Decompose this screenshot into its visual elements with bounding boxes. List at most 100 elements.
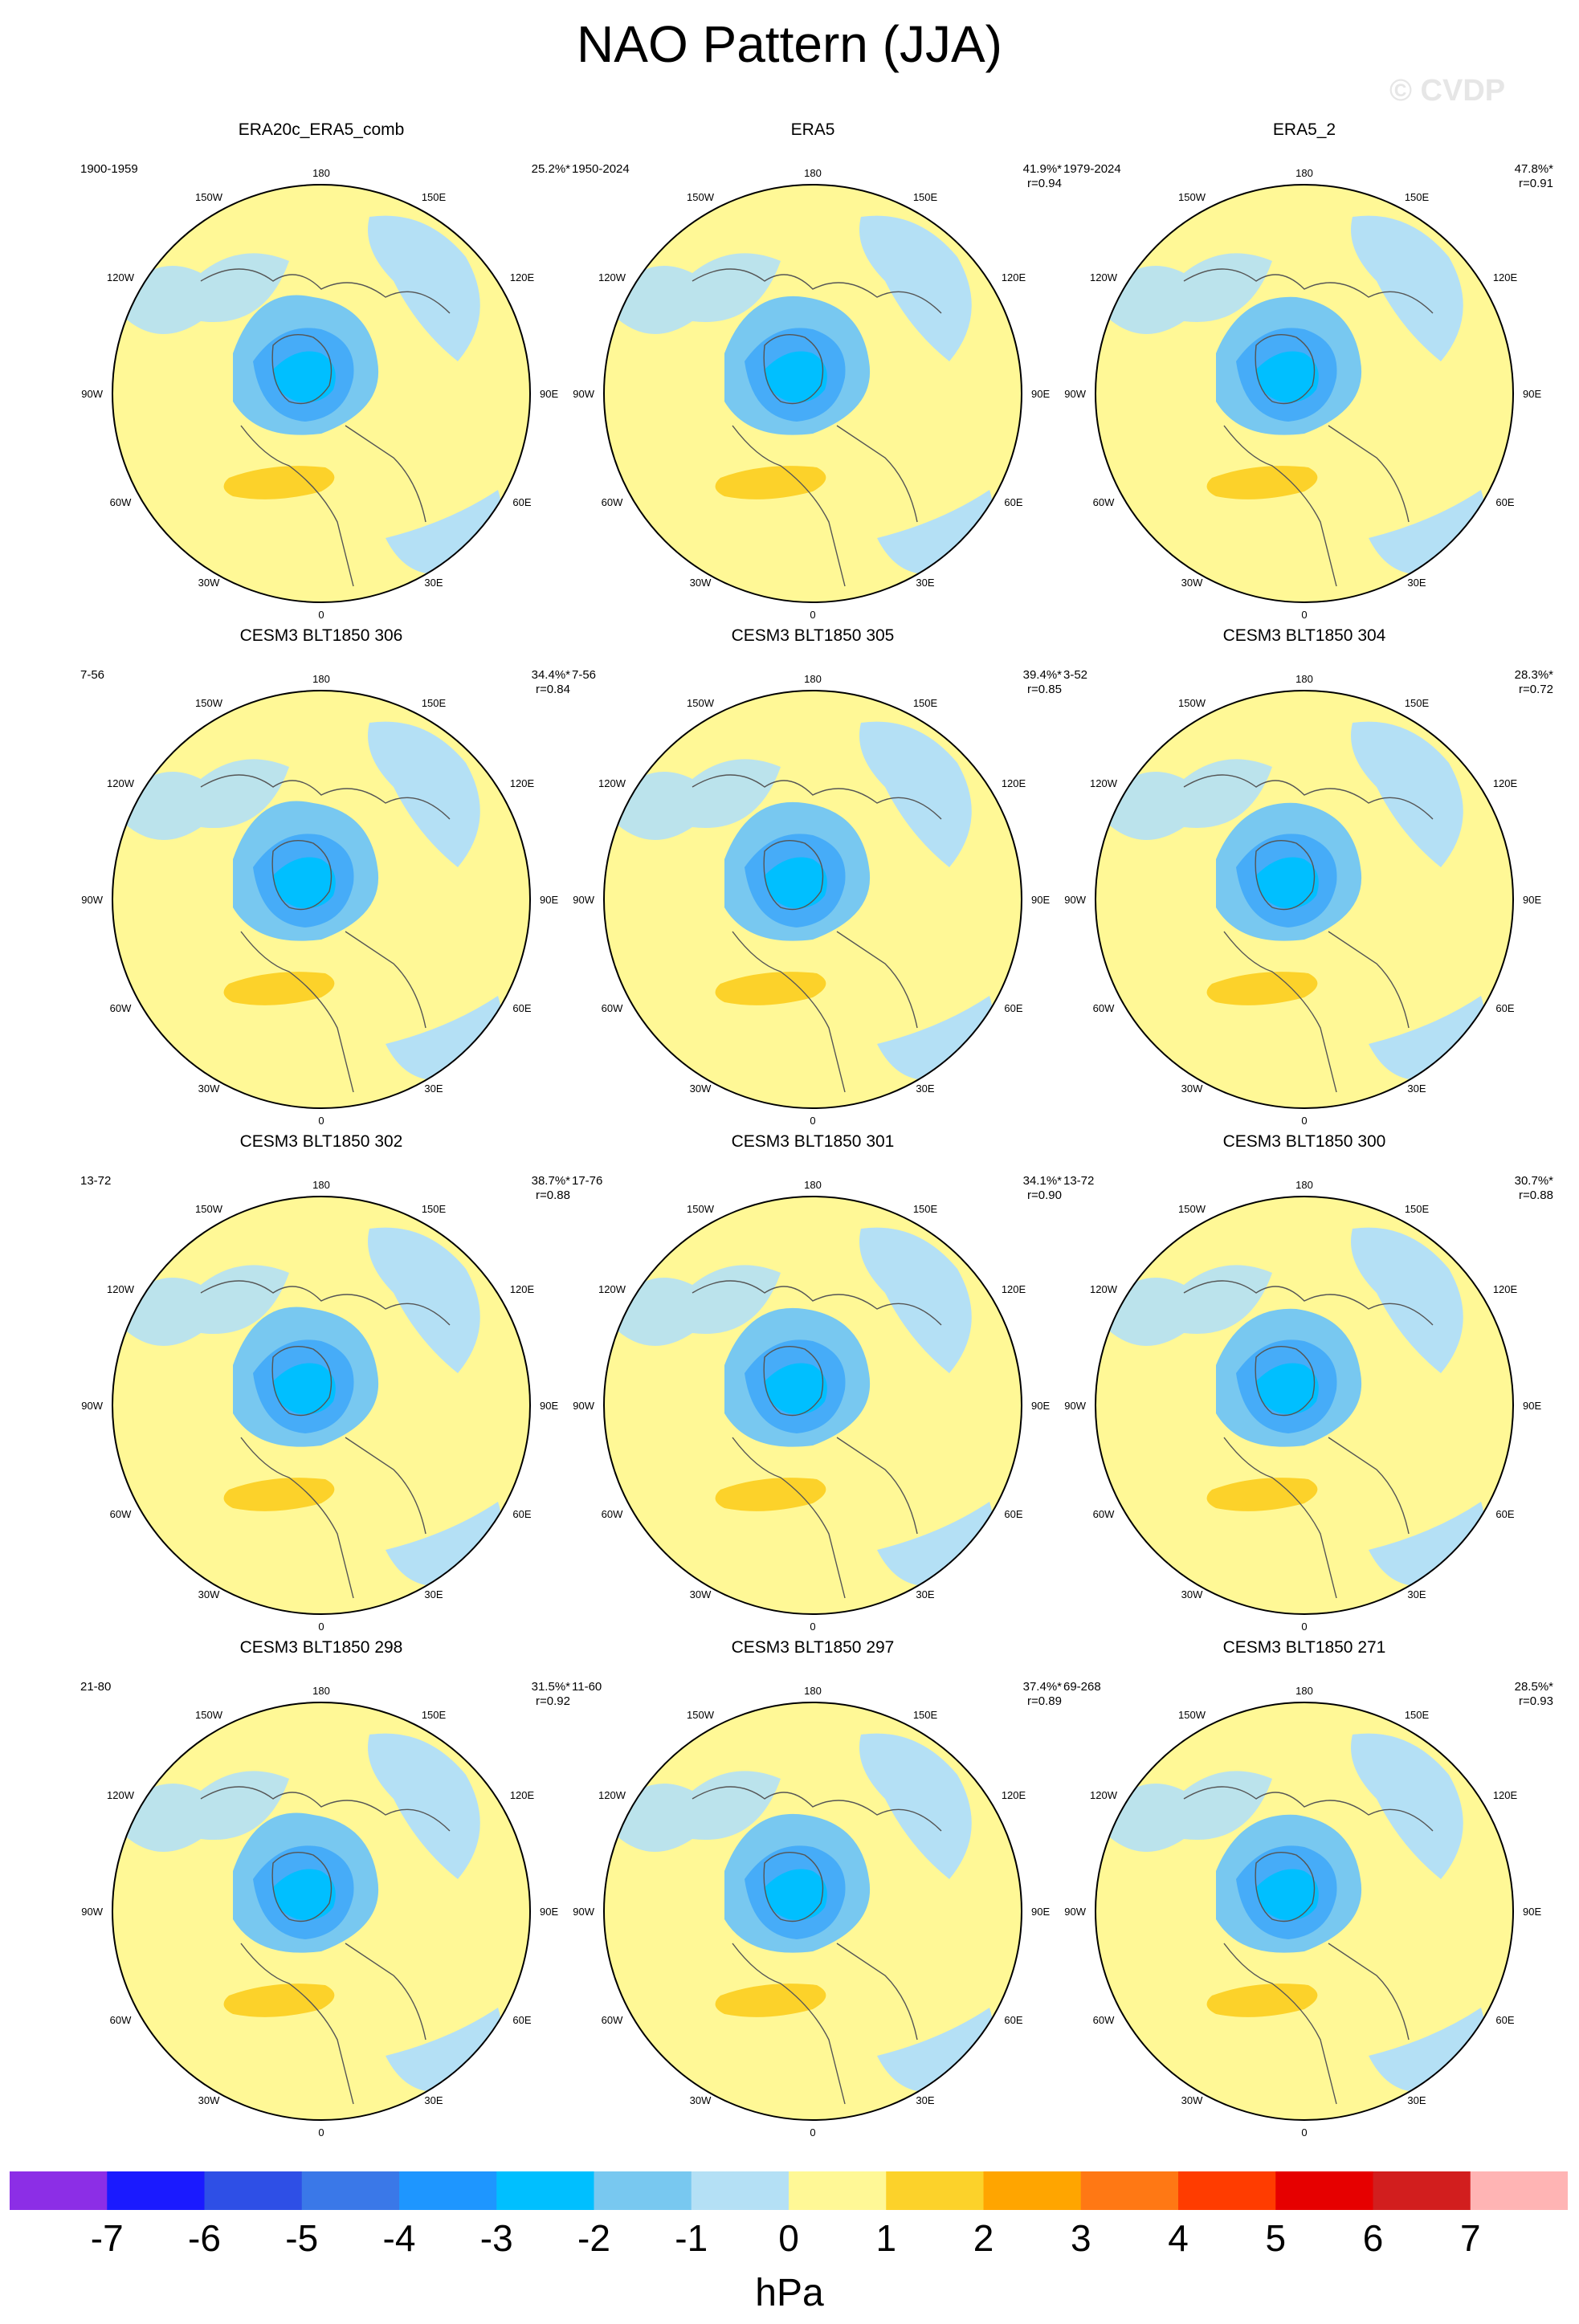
polar-map: 180 150W 150E 120W 120E 90W 90E 60W 60E 30W 30E 0: [81, 1179, 558, 1630]
panel-correlation: r=0.94: [1027, 177, 1062, 190]
colorbar-segment: [10, 2171, 108, 2210]
panel-title: ERA5: [790, 120, 835, 139]
colorbar-segment: [1178, 2171, 1276, 2210]
longitude-label: 60W: [602, 1002, 623, 1014]
map-border: [112, 690, 531, 1109]
coastline: [692, 774, 942, 1093]
panel-title: ERA5_2: [1272, 120, 1336, 139]
polar-map: 180 150W 150E 120W 120E 90W 90E 60W 60E 30W 30E 0: [81, 1685, 558, 2136]
panel-correlation: r=0.91: [1519, 177, 1553, 190]
panel-title: CESM3 BLT1850 297: [731, 1638, 895, 1657]
longitude-label: 150E: [1405, 191, 1430, 203]
colorbar-segment: [691, 2171, 790, 2210]
longitude-label: 120W: [107, 1789, 135, 1801]
longitude-label: 120W: [1090, 1283, 1118, 1295]
anomaly-contour: [1096, 253, 1272, 334]
longitude-label: 150E: [422, 1709, 447, 1721]
colorbar-tick-label: -3: [479, 2217, 513, 2259]
anomaly-contour: [112, 253, 289, 334]
colorbar-segment: [1275, 2171, 1373, 2210]
panel-stats: 31.5%* r=0.92: [532, 1680, 570, 1709]
longitude-label: 90W: [81, 1400, 103, 1412]
anomaly-contour: [715, 972, 826, 1005]
coastline: [1183, 1280, 1434, 1599]
colorbar-tick-label: 2: [973, 2217, 994, 2259]
colorbar-segment: [107, 2171, 205, 2210]
panel-years: 17-76: [572, 1174, 603, 1188]
longitude-label: 60W: [110, 1002, 132, 1014]
polar-map: 180 150W 150E 120W 120E 90W 90E 60W 60E 30W 30E 0: [573, 1179, 1050, 1630]
longitude-label: 150W: [1178, 1709, 1206, 1721]
panel-variance-pct: 38.7%*: [531, 1174, 570, 1188]
longitude-label: 30E: [424, 1588, 443, 1600]
anomaly-contour: [715, 1984, 826, 2017]
longitude-label: 120E: [510, 1283, 535, 1295]
longitude-label: 90E: [540, 1906, 558, 1918]
longitude-label: 60E: [1495, 1508, 1514, 1520]
colorbar-segment: [204, 2171, 303, 2210]
anomaly-contour: [765, 1869, 827, 1920]
panel-stats: 28.3%* r=0.72: [1515, 668, 1553, 697]
anomaly-contour: [1206, 466, 1318, 499]
longitude-label: 150W: [195, 191, 223, 203]
longitude-label: 180: [312, 1685, 330, 1697]
longitude-label: 30E: [424, 577, 443, 589]
longitude-label: 30E: [916, 2094, 934, 2106]
colorbar-tick-label: 6: [1362, 2217, 1384, 2259]
coastline: [200, 1786, 451, 2105]
longitude-label: 60E: [1495, 496, 1514, 508]
longitude-label: 0: [318, 609, 324, 618]
longitude-label: 30W: [198, 1082, 220, 1095]
colorbar-segment: [1080, 2171, 1179, 2210]
longitude-label: 120W: [107, 271, 135, 283]
panel-variance-pct: 34.4%*: [531, 668, 570, 682]
longitude-label: 120W: [1090, 271, 1118, 283]
longitude-label: 60E: [1004, 2014, 1022, 2026]
panel-years: 1979-2024: [1063, 162, 1121, 176]
panel-stats: 37.4%* r=0.89: [1023, 1680, 1062, 1709]
colorbar-segment: [789, 2171, 887, 2210]
longitude-label: 90E: [1523, 388, 1541, 400]
panel-correlation: r=0.89: [1027, 1694, 1062, 1708]
map-panel: CESM3 BLT1850 305 7-56 39.4%* r=0.85 180 150W…: [572, 626, 1062, 1124]
map-panel: CESM3 BLT1850 298 21-80 31.5%* r=0.92 180 150…: [80, 1638, 570, 2136]
longitude-label: 0: [1301, 1621, 1307, 1630]
longitude-label: 30E: [424, 2094, 443, 2106]
anomaly-contour: [765, 351, 827, 402]
anomaly-contour: [765, 857, 827, 908]
longitude-label: 0: [318, 1115, 324, 1124]
anomaly-contour: [223, 1984, 335, 2017]
map-panel: ERA5_2 1979-2024 47.8%* r=0.91 180 150W 150E 12…: [1063, 120, 1553, 618]
polar-map: 180 150W 150E 120W 120E 90W 90E 60W 60E 30W 30E 0: [1064, 1179, 1541, 1630]
anomaly-contour: [368, 721, 480, 867]
longitude-label: 180: [804, 1685, 822, 1697]
polar-map: 180 150W 150E 120W 120E 90W 90E 60W 60E 30W 30E 0: [1064, 1685, 1541, 2136]
map-border: [603, 1196, 1022, 1615]
longitude-label: 60W: [1093, 1508, 1115, 1520]
longitude-label: 60E: [1004, 496, 1022, 508]
longitude-label: 60W: [1093, 1002, 1115, 1014]
map-panel: CESM3 BLT1850 300 13-72 30.7%* r=0.88 180 150…: [1063, 1132, 1553, 1630]
longitude-label: 120E: [1002, 777, 1026, 789]
anomaly-contour: [112, 1771, 289, 1852]
anomaly-contour: [859, 1733, 972, 1879]
colorbar-tick-label: -6: [188, 2217, 221, 2259]
coastline: [1183, 774, 1434, 1093]
longitude-label: 30E: [1407, 1082, 1426, 1095]
anomaly-contour: [223, 1478, 335, 1511]
anomaly-contour: [859, 1227, 972, 1373]
longitude-label: 90W: [1064, 388, 1086, 400]
coastline: [200, 774, 451, 1093]
longitude-label: 90E: [1031, 1400, 1050, 1412]
longitude-label: 30W: [198, 1588, 220, 1600]
anomaly-contour: [1351, 1733, 1463, 1879]
panel-correlation: r=0.88: [536, 1189, 570, 1202]
longitude-label: 0: [810, 609, 815, 618]
longitude-label: 60W: [1093, 2014, 1115, 2026]
panel-variance-pct: 31.5%*: [531, 1680, 570, 1694]
longitude-label: 120W: [598, 777, 626, 789]
longitude-label: 30E: [916, 1082, 934, 1095]
anomaly-contour: [273, 1869, 336, 1920]
panel-stats: 41.9%* r=0.94: [1023, 162, 1062, 191]
longitude-label: 60E: [1004, 1002, 1022, 1014]
